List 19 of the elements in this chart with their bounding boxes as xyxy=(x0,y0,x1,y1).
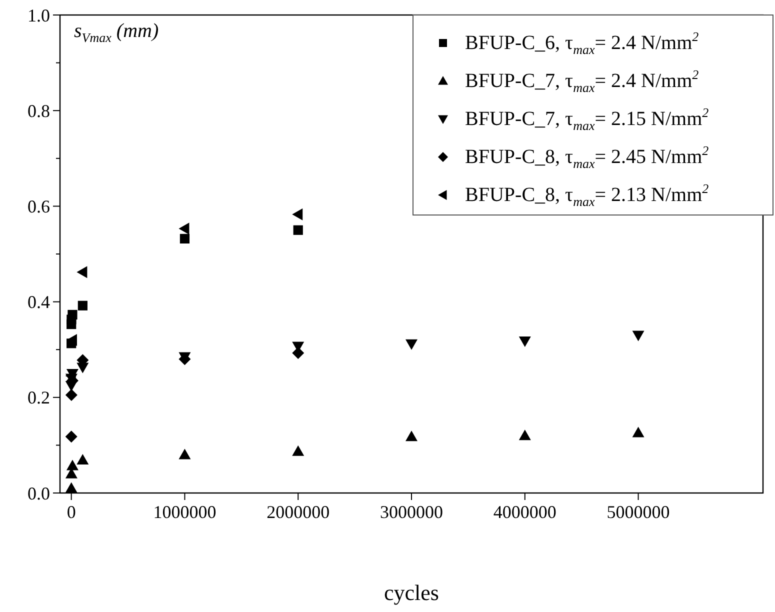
x-tick-label: 5000000 xyxy=(606,502,670,522)
legend-label: BFUP-C_7, τ$_{max}$= 2.15 N/mm$^{2}$ xyxy=(465,105,710,133)
x-axis-title: cycles xyxy=(384,580,439,605)
legend-label: BFUP-C_7, τ$_{max}$= 2.4 N/mm$^{2}$ xyxy=(465,67,700,95)
y-tick-label: 0.8 xyxy=(28,100,50,121)
x-tick-label: 1000000 xyxy=(153,502,216,522)
x-tick-label: 3000000 xyxy=(380,502,443,522)
y-tick-label: 1.0 xyxy=(28,5,50,26)
legend-label: BFUP-C_8, τ$_{max}$= 2.13 N/mm$^{2}$ xyxy=(465,181,710,209)
y-tick-label: 0.6 xyxy=(28,196,50,216)
legend-label: BFUP-C_8, τ$_{max}$= 2.45 N/mm$^{2}$ xyxy=(465,143,710,171)
x-tick-label: 0 xyxy=(66,502,76,522)
y-axis-title: s$_{Vmax}$ (mm) xyxy=(74,20,159,45)
y-tick-label: 0.2 xyxy=(28,388,50,408)
y-tick-label: 0.0 xyxy=(28,483,50,504)
legend-label: BFUP-C_6, τ$_{max}$= 2.4 N/mm$^{2}$ xyxy=(465,29,700,57)
x-tick-label: 4000000 xyxy=(493,502,556,522)
y-tick-label: 0.4 xyxy=(28,292,50,312)
x-tick-label: 2000000 xyxy=(266,502,330,522)
